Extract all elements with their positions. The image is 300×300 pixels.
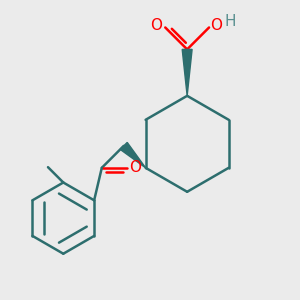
Text: O: O [210,17,222,32]
Text: H: H [224,14,236,29]
Text: O: O [151,17,163,32]
Polygon shape [120,142,146,168]
Text: O: O [129,160,141,175]
Polygon shape [182,50,192,96]
